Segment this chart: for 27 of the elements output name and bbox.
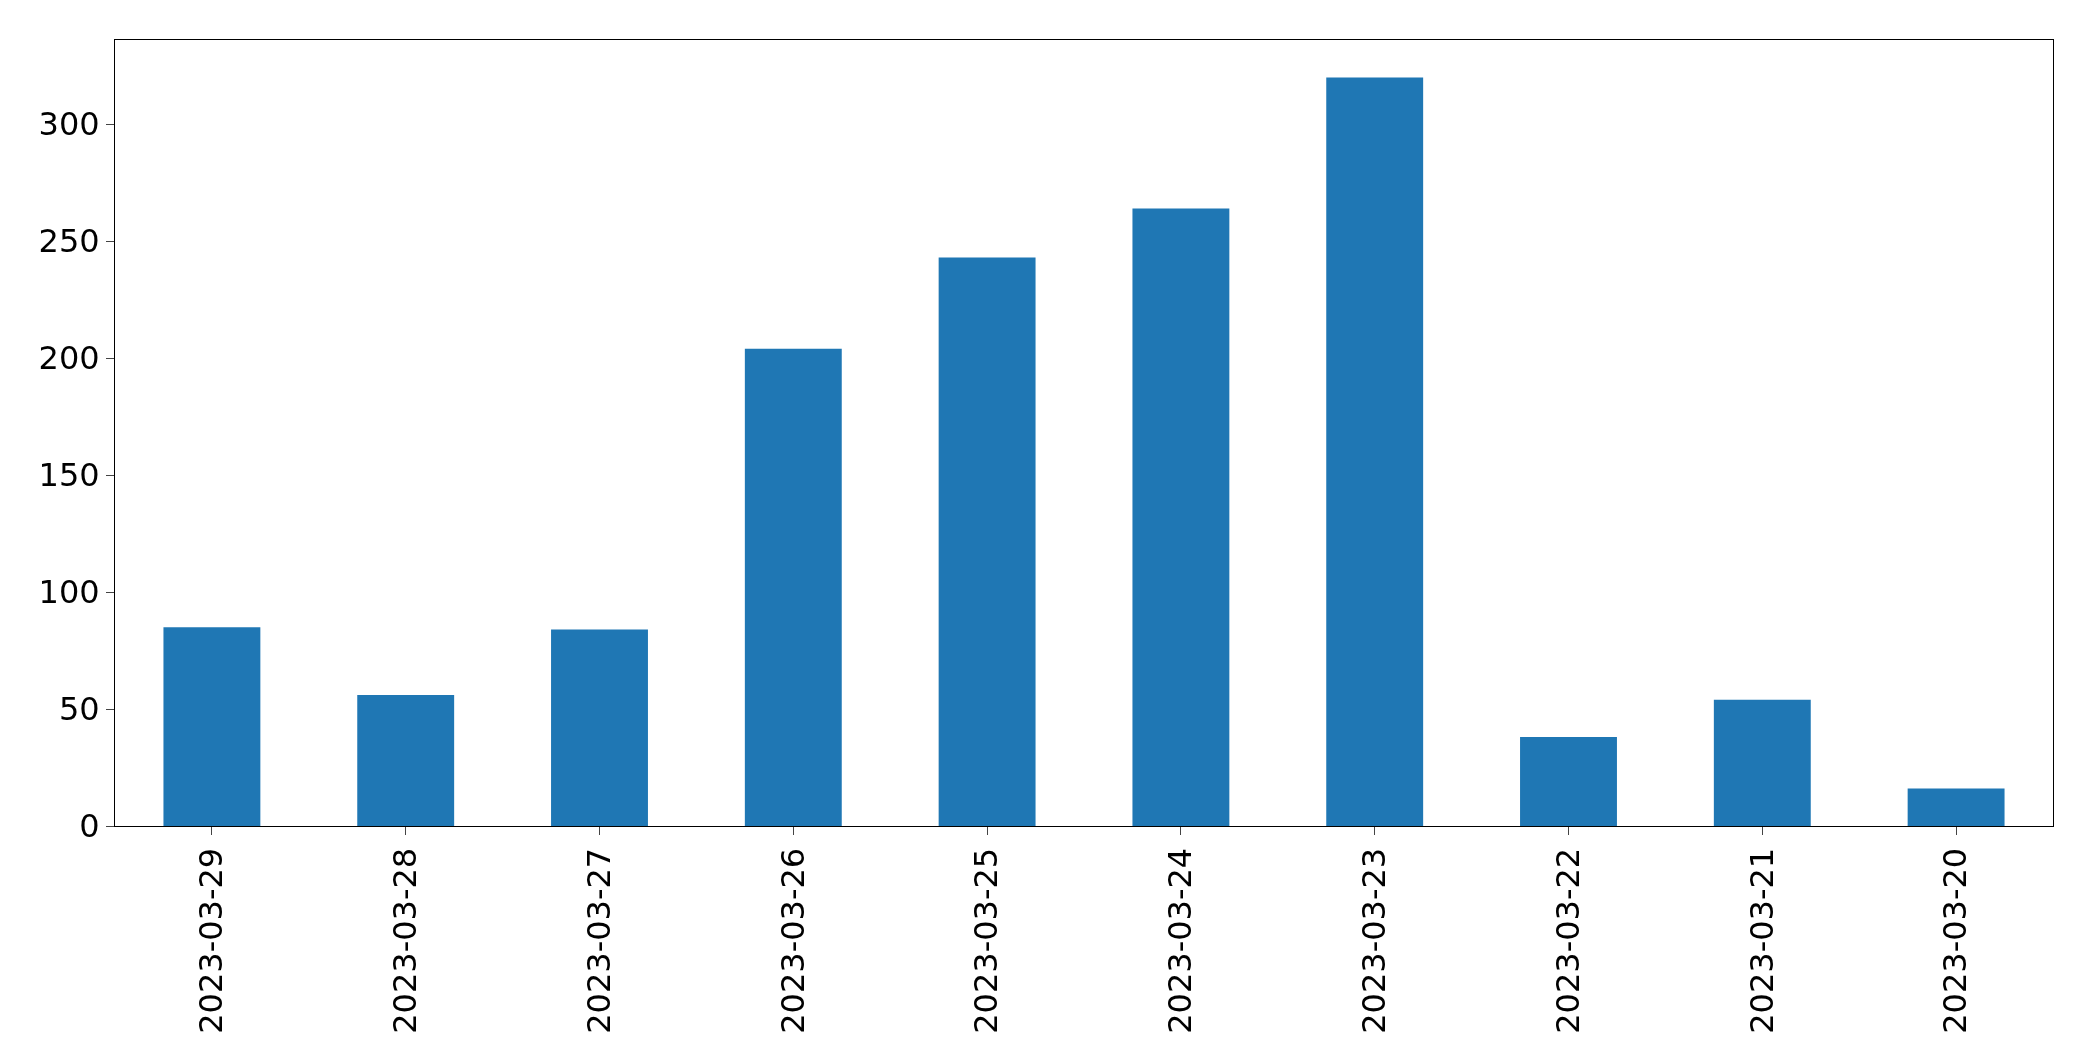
x-tick-label: 2023-03-22 xyxy=(1548,847,1587,1034)
y-tick-label: 50 xyxy=(58,690,100,729)
bar xyxy=(163,627,261,826)
x-tick-label: 2023-03-23 xyxy=(1355,847,1394,1034)
y-tick-label: 300 xyxy=(38,105,100,144)
y-tick-label: 250 xyxy=(38,222,100,261)
x-tick-label: 2023-03-25 xyxy=(967,847,1006,1034)
bar xyxy=(1907,788,2005,826)
bar xyxy=(1326,77,1424,826)
bar xyxy=(1132,208,1230,826)
bar xyxy=(744,348,842,826)
x-tick-label: 2023-03-26 xyxy=(773,847,812,1034)
x-tick-label: 2023-03-20 xyxy=(1936,847,1975,1034)
bar xyxy=(357,695,455,826)
y-tick-label: 150 xyxy=(38,456,100,495)
bar xyxy=(1520,737,1617,826)
y-tick-label: 200 xyxy=(38,339,100,378)
x-tick-label: 2023-03-27 xyxy=(579,847,618,1034)
bar xyxy=(551,629,648,826)
bar xyxy=(938,257,1036,826)
bar xyxy=(1713,699,1811,826)
x-tick-label: 2023-03-24 xyxy=(1161,847,1200,1034)
x-tick-label: 2023-03-21 xyxy=(1742,847,1781,1034)
y-tick-label: 100 xyxy=(38,573,100,612)
y-tick-label: 0 xyxy=(79,807,100,846)
x-tick-label: 2023-03-29 xyxy=(192,847,231,1034)
x-tick-label: 2023-03-28 xyxy=(386,847,425,1034)
